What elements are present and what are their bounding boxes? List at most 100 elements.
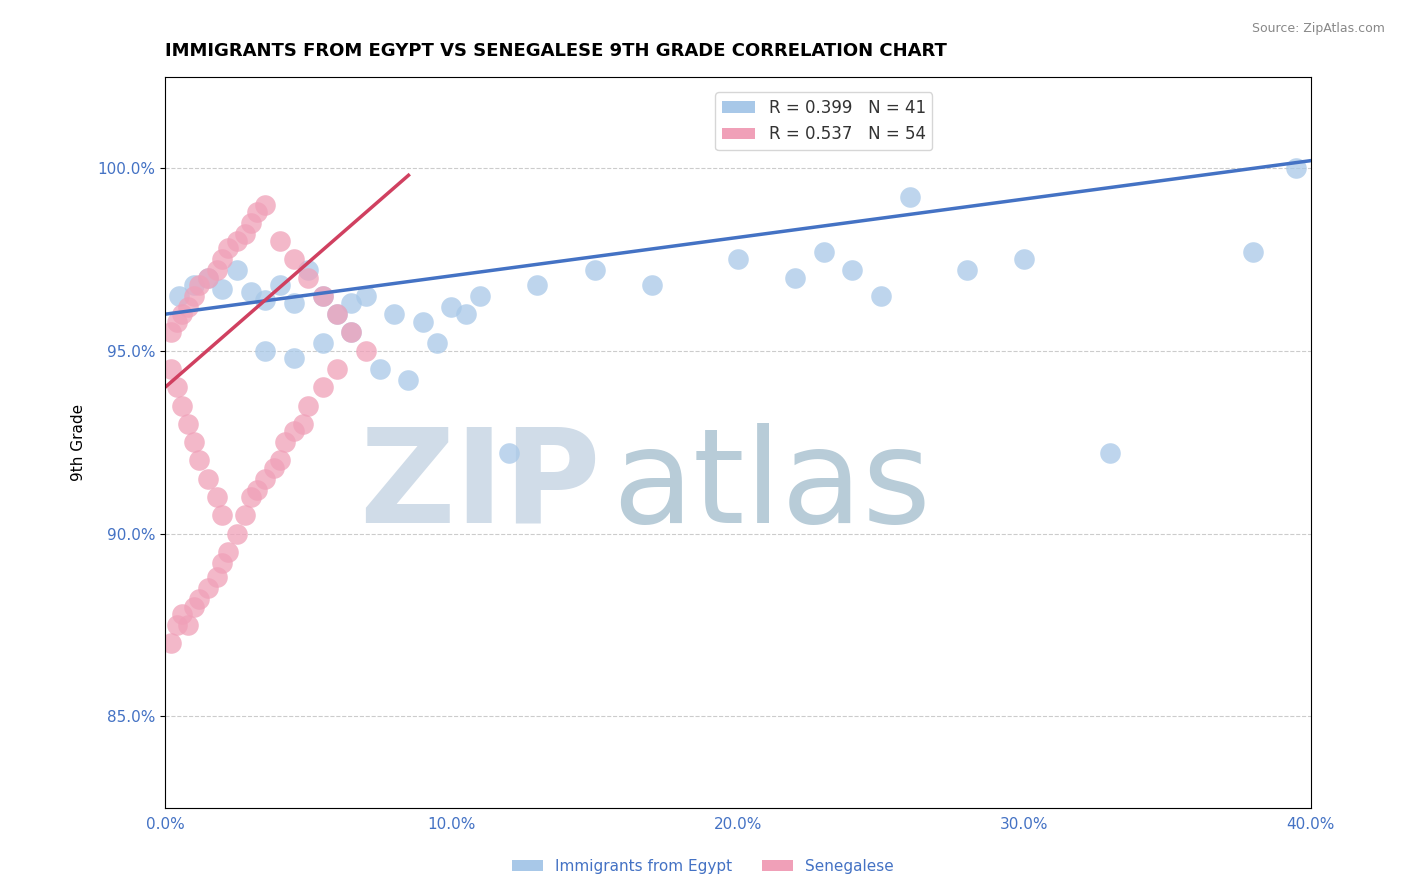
Point xyxy=(498,446,520,460)
Point xyxy=(291,417,314,431)
Point xyxy=(172,307,194,321)
Text: Source: ZipAtlas.com: Source: ZipAtlas.com xyxy=(1251,22,1385,36)
Point xyxy=(246,483,269,497)
Point xyxy=(177,300,200,314)
Point xyxy=(326,307,349,321)
Point xyxy=(311,380,333,394)
Point xyxy=(211,556,233,570)
Point xyxy=(205,570,228,584)
Point xyxy=(311,289,333,303)
Point xyxy=(283,296,305,310)
Point xyxy=(583,263,606,277)
Text: atlas: atlas xyxy=(612,423,931,549)
Point xyxy=(217,545,239,559)
Point xyxy=(177,618,200,632)
Point xyxy=(240,285,263,300)
Point xyxy=(263,460,285,475)
Point xyxy=(297,399,319,413)
Point xyxy=(283,351,305,365)
Point xyxy=(183,277,205,292)
Point xyxy=(197,270,219,285)
Point xyxy=(898,190,921,204)
Point xyxy=(225,526,247,541)
Point xyxy=(183,599,205,614)
Point xyxy=(1241,245,1264,260)
Point xyxy=(340,326,363,340)
Text: IMMIGRANTS FROM EGYPT VS SENEGALESE 9TH GRADE CORRELATION CHART: IMMIGRANTS FROM EGYPT VS SENEGALESE 9TH … xyxy=(165,42,948,60)
Point xyxy=(297,263,319,277)
Point xyxy=(354,343,377,358)
Point xyxy=(233,227,256,241)
Point xyxy=(727,252,749,267)
Text: ZIP: ZIP xyxy=(359,423,600,549)
Point xyxy=(956,263,979,277)
Point xyxy=(246,204,269,219)
Point xyxy=(412,314,434,328)
Point xyxy=(166,314,188,328)
Point xyxy=(172,607,194,621)
Point xyxy=(225,234,247,248)
Point xyxy=(225,263,247,277)
Point xyxy=(197,582,219,596)
Point xyxy=(454,307,477,321)
Point xyxy=(197,472,219,486)
Point xyxy=(269,277,291,292)
Point xyxy=(159,636,181,650)
Point xyxy=(641,277,664,292)
Point xyxy=(183,435,205,450)
Point xyxy=(283,424,305,438)
Point xyxy=(217,241,239,255)
Point xyxy=(526,277,548,292)
Point xyxy=(382,307,405,321)
Point xyxy=(440,300,463,314)
Point xyxy=(311,336,333,351)
Point xyxy=(1099,446,1122,460)
Point xyxy=(468,289,491,303)
Point xyxy=(1012,252,1035,267)
Point xyxy=(205,263,228,277)
Point xyxy=(188,592,211,607)
Point xyxy=(159,362,181,376)
Point xyxy=(426,336,449,351)
Legend: Immigrants from Egypt, Senegalese: Immigrants from Egypt, Senegalese xyxy=(506,853,900,880)
Point xyxy=(211,282,233,296)
Point xyxy=(274,435,297,450)
Point xyxy=(269,453,291,467)
Point xyxy=(283,252,305,267)
Point xyxy=(254,197,277,211)
Point xyxy=(354,289,377,303)
Point xyxy=(254,293,277,307)
Point xyxy=(166,380,188,394)
Point xyxy=(326,307,349,321)
Point xyxy=(233,508,256,523)
Point xyxy=(269,234,291,248)
Point xyxy=(172,399,194,413)
Point xyxy=(169,289,191,303)
Y-axis label: 9th Grade: 9th Grade xyxy=(72,403,86,481)
Point xyxy=(326,362,349,376)
Point xyxy=(211,508,233,523)
Point xyxy=(340,296,363,310)
Point xyxy=(841,263,863,277)
Point xyxy=(159,326,181,340)
Point xyxy=(340,326,363,340)
Point xyxy=(785,270,807,285)
Point xyxy=(254,472,277,486)
Point xyxy=(398,373,420,387)
Point xyxy=(211,252,233,267)
Point xyxy=(166,618,188,632)
Point xyxy=(297,270,319,285)
Point xyxy=(311,289,333,303)
Point xyxy=(240,216,263,230)
Point xyxy=(240,490,263,504)
Point xyxy=(870,289,893,303)
Point xyxy=(188,453,211,467)
Point xyxy=(183,289,205,303)
Point xyxy=(813,245,835,260)
Legend: R = 0.399   N = 41, R = 0.537   N = 54: R = 0.399 N = 41, R = 0.537 N = 54 xyxy=(716,92,932,150)
Point xyxy=(205,490,228,504)
Point xyxy=(197,270,219,285)
Point xyxy=(188,277,211,292)
Point xyxy=(254,343,277,358)
Point xyxy=(177,417,200,431)
